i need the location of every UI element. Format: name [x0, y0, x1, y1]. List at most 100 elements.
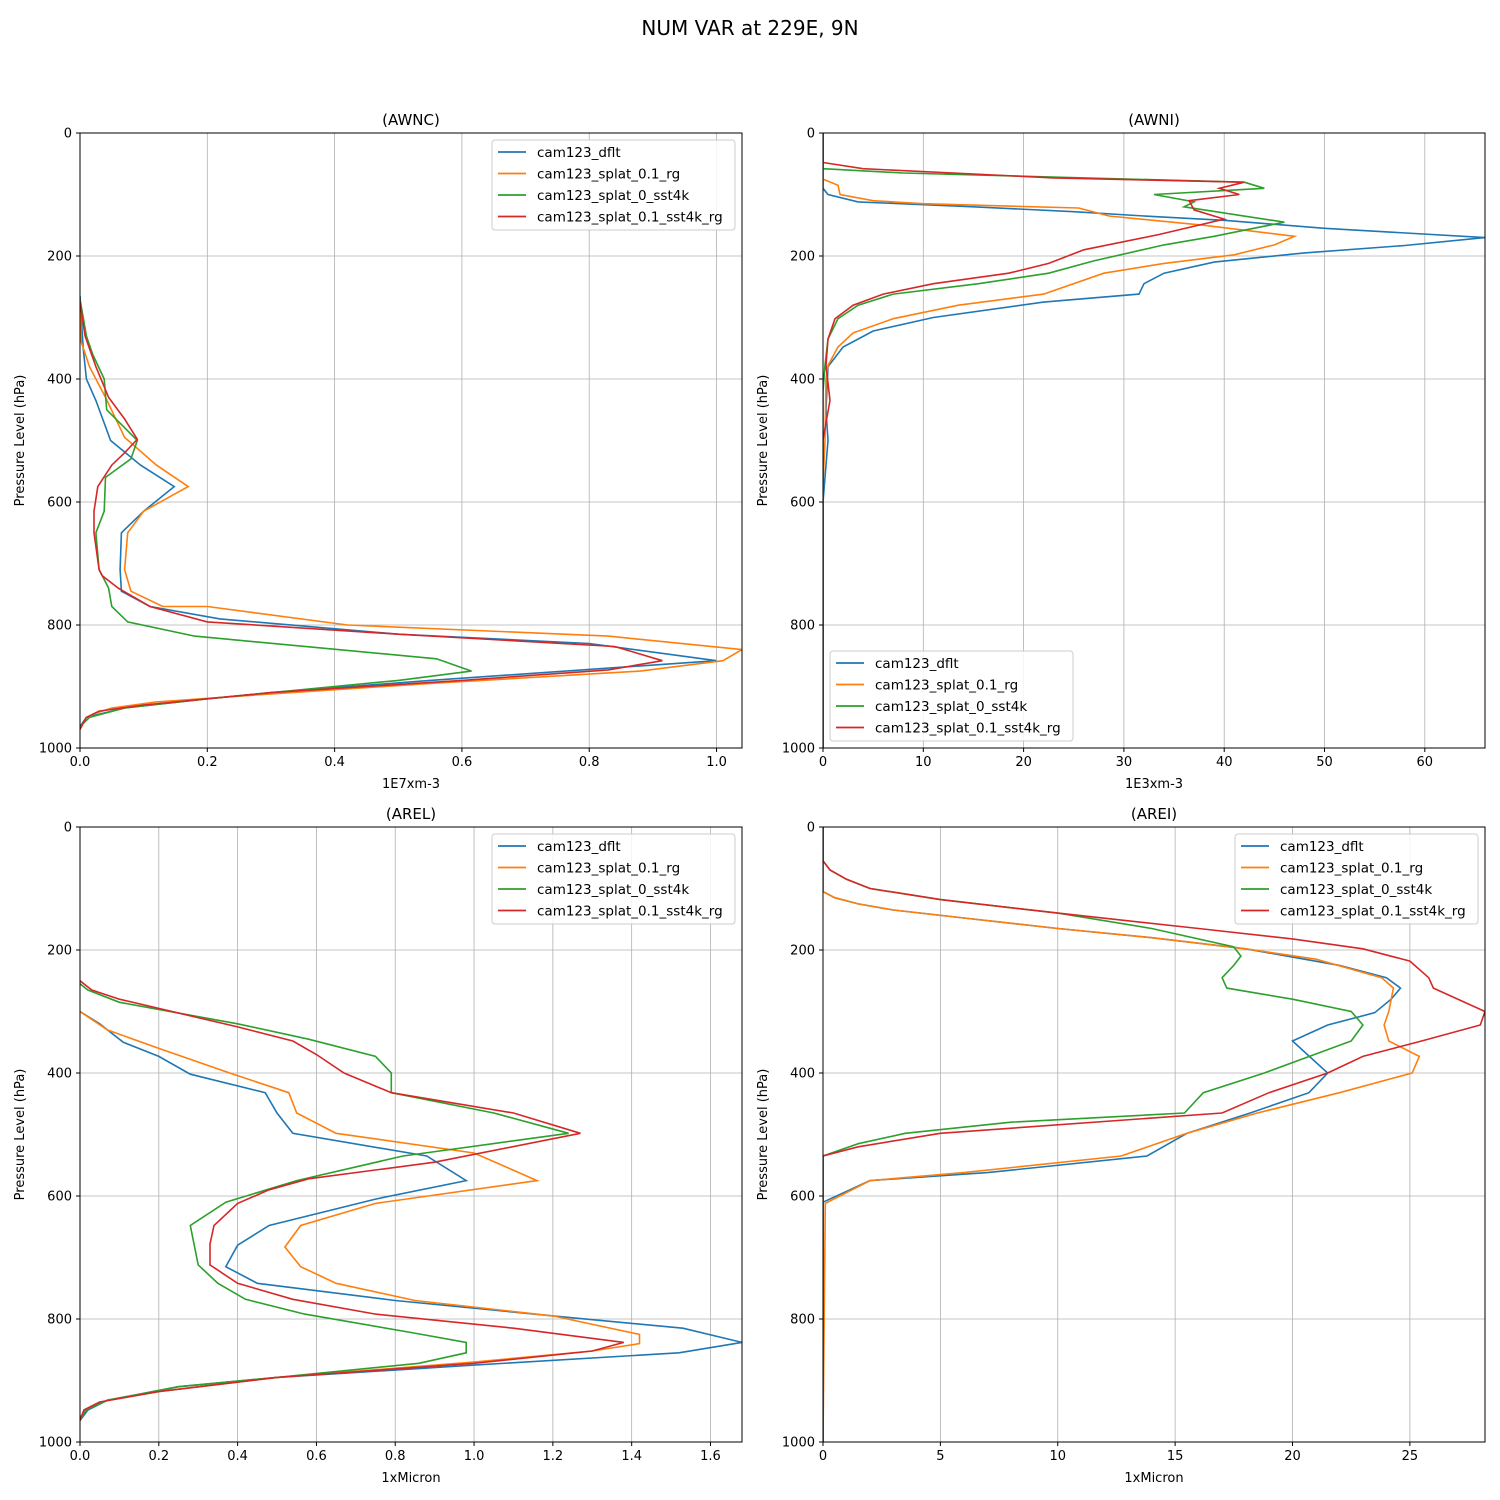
y-tick-label: 0	[807, 127, 815, 142]
y-tick-label: 800	[790, 619, 815, 634]
figure-title: NUM VAR at 229E, 9N	[641, 16, 859, 40]
series-line-cam123_splat_0_sst4k	[823, 133, 1285, 748]
legend-label: cam123_dflt	[537, 839, 621, 855]
x-tick-label: 0.0	[70, 755, 91, 770]
legend-label: cam123_splat_0_sst4k	[1280, 882, 1432, 898]
series-line-cam123_dflt	[80, 295, 717, 727]
x-tick-label: 0	[819, 755, 827, 770]
series-line-cam123_splat_0_sst4k	[80, 298, 472, 728]
x-tick-label: 30	[1116, 755, 1133, 770]
y-tick-label: 1000	[782, 742, 815, 757]
legend-box	[491, 139, 736, 231]
x-tick-label: 1.2	[543, 1449, 564, 1464]
legend: cam123_dflt cam123_splat_0.1_rg cam123_spl…	[491, 139, 736, 231]
x-tick-label: 0.6	[452, 755, 473, 770]
x-tick-label: 40	[1216, 755, 1233, 770]
series-line-cam123_splat_0_sst4k	[80, 983, 569, 1421]
x-tick-label: 0	[819, 1449, 827, 1464]
legend-box	[491, 833, 736, 925]
legend: cam123_dflt cam123_splat_0.1_rg cam123_spl…	[1234, 833, 1479, 925]
y-tick-label: 0	[807, 821, 815, 836]
axes-frame	[79, 826, 743, 1443]
y-tick-label: 800	[47, 1313, 72, 1328]
y-tick-label: 200	[47, 944, 72, 959]
y-tick-label: 800	[47, 619, 72, 634]
y-tick-label: 200	[790, 250, 815, 265]
series-line-cam123_splat_0.1_rg	[80, 1010, 641, 1418]
series-line-cam123_splat_0.1_rg	[80, 299, 742, 728]
x-tick-label: 1.4	[621, 1449, 642, 1464]
legend-label: cam123_splat_0.1_rg	[1280, 861, 1423, 877]
x-axis-label: 1xMicron	[381, 1471, 440, 1486]
y-tick-label: 600	[790, 1190, 815, 1205]
legend-label: cam123_splat_0.1_rg	[875, 678, 1018, 694]
series-line-cam123_splat_0.1_sst4k_rg	[80, 301, 663, 730]
x-tick-label: 0.8	[385, 1449, 406, 1464]
legend-box	[1234, 833, 1479, 925]
legend-label: cam123_splat_0_sst4k	[537, 188, 689, 204]
series-line-cam123_splat_0.1_rg	[823, 827, 1421, 1442]
panel-title: (AREL)	[386, 805, 436, 823]
legend-label: cam123_splat_0_sst4k	[537, 882, 689, 898]
legend-label: cam123_splat_0.1_rg	[537, 167, 680, 183]
x-tick-label: 10	[915, 755, 932, 770]
y-tick-label: 600	[790, 496, 815, 511]
legend-label: cam123_splat_0.1_sst4k_rg	[537, 904, 723, 920]
legend: cam123_dflt cam123_splat_0.1_rg cam123_spl…	[491, 833, 736, 925]
series-line-cam123_splat_0.1_sst4k_rg	[80, 980, 625, 1421]
series-line-cam123_splat_0.1_sst4k_rg	[823, 133, 1245, 748]
y-tick-label: 400	[47, 373, 72, 388]
x-tick-label: 1.6	[700, 1449, 721, 1464]
x-tick-label: 20	[1284, 1449, 1301, 1464]
y-tick-label: 600	[47, 1190, 72, 1205]
y-tick-label: 200	[790, 944, 815, 959]
y-axis-label: Pressure Level (hPa)	[756, 375, 771, 507]
chart-panel-1: 0.0 0.2 0.4 0.6 0.8 1.0 0 200 400 600 800 1000 (AWNC…	[13, 111, 743, 792]
x-axis-label: 1E3xm-3	[1125, 777, 1183, 792]
legend-label: cam123_dflt	[1280, 839, 1364, 855]
x-tick-label: 0.4	[324, 755, 345, 770]
legend-label: cam123_splat_0.1_sst4k_rg	[1280, 904, 1466, 920]
y-tick-label: 400	[790, 1067, 815, 1082]
y-tick-label: 800	[790, 1313, 815, 1328]
y-tick-label: 1000	[782, 1436, 815, 1451]
x-tick-label: 1.0	[706, 755, 727, 770]
y-tick-label: 200	[47, 250, 72, 265]
y-axis-label: Pressure Level (hPa)	[13, 375, 28, 507]
x-tick-label: 10	[1049, 1449, 1066, 1464]
x-tick-label: 0.2	[197, 755, 218, 770]
series-line-cam123_splat_0.1_sst4k_rg	[823, 827, 1485, 1442]
legend-label: cam123_dflt	[875, 656, 959, 672]
y-axis-label: Pressure Level (hPa)	[13, 1069, 28, 1201]
axes-frame	[822, 132, 1486, 749]
x-tick-label: 0.4	[227, 1449, 248, 1464]
x-tick-label: 20	[1015, 755, 1032, 770]
y-tick-label: 400	[47, 1067, 72, 1082]
x-tick-label: 0.0	[70, 1449, 91, 1464]
x-tick-label: 15	[1167, 1449, 1184, 1464]
panel-title: (AWNI)	[1128, 111, 1180, 129]
axes-frame	[79, 132, 743, 749]
x-tick-label: 1.0	[464, 1449, 485, 1464]
y-tick-label: 1000	[39, 742, 72, 757]
y-tick-label: 1000	[39, 1436, 72, 1451]
panel-title: (AWNC)	[382, 111, 440, 129]
legend: cam123_dflt cam123_splat_0.1_rg cam123_spl…	[829, 650, 1074, 742]
x-tick-label: 0.2	[148, 1449, 169, 1464]
y-tick-label: 0	[64, 821, 72, 836]
panel-title: (AREI)	[1131, 805, 1177, 823]
y-tick-label: 400	[790, 373, 815, 388]
chart-panel-4: 0 5 10 15 20 25 0 200 400 600 800 1000 (AREI) 1xMicro…	[756, 805, 1486, 1486]
x-tick-label: 0.6	[306, 1449, 327, 1464]
legend-label: cam123_splat_0.1_rg	[537, 861, 680, 877]
x-tick-label: 50	[1316, 755, 1333, 770]
y-tick-label: 0	[64, 127, 72, 142]
legend-box	[829, 650, 1074, 742]
x-tick-label: 0.8	[579, 755, 600, 770]
y-tick-label: 600	[47, 496, 72, 511]
series-line-cam123_splat_0.1_rg	[823, 133, 1298, 748]
legend-label: cam123_splat_0.1_sst4k_rg	[875, 721, 1061, 737]
x-axis-label: 1E7xm-3	[382, 777, 440, 792]
x-tick-label: 5	[936, 1449, 944, 1464]
chart-panel-3: 0.0 0.2 0.4 0.6 0.8 1.0 1.2 1.4 1.6 0 200 400 600 800…	[13, 805, 743, 1486]
